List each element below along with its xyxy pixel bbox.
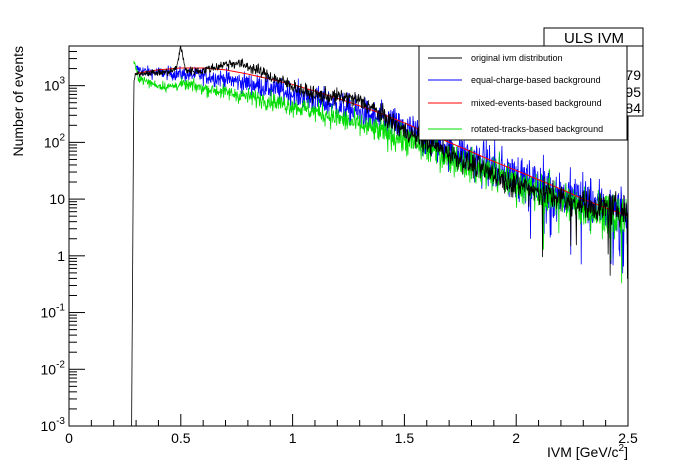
x-tick-label: 1	[289, 430, 297, 446]
legend: original ivm distribution equal-charge-ba…	[418, 45, 628, 141]
legend-label-2: mixed-events-based background	[471, 98, 602, 108]
y-tick-label: 1	[57, 248, 65, 264]
y-tick-label: 10-1	[41, 303, 66, 321]
axis-layer: 0 0.5 1 1.5 2 2.5 10-3 10-2 10-1 1 10 102 103	[41, 45, 638, 446]
x-tick-label: 2	[512, 430, 520, 446]
legend-label-1: equal-charge-based background	[471, 75, 601, 85]
x-tick-label: 1.5	[395, 430, 415, 446]
y-tick-label: 10-2	[41, 359, 66, 377]
y-tick-label: 10-3	[41, 416, 66, 434]
plot-frame	[68, 45, 629, 427]
x-axis-title: IVM [GeV/c2]	[547, 443, 628, 460]
y-axis-title: Number of events	[10, 46, 26, 157]
y-tick-label: 103	[44, 76, 66, 94]
y-tick-label: 102	[44, 132, 66, 150]
x-axis-title-superscript: 2	[619, 443, 625, 454]
series-line-3	[133, 61, 629, 284]
y-tick-label: 10	[49, 191, 65, 207]
x-axis-title-suffix: ]	[624, 444, 628, 460]
series-layer	[131, 45, 629, 427]
x-tick-label: 0	[65, 430, 73, 446]
x-axis-title-main: IVM [GeV/c	[547, 444, 619, 460]
legend-frame	[418, 45, 628, 141]
legend-label-3: rotated-tracks-based background	[471, 124, 603, 134]
stats-title: ULS IVM	[564, 30, 624, 47]
x-tick-label: 0.5	[171, 430, 191, 446]
x-tick-label: 2.5	[618, 430, 638, 446]
legend-label-0: original ivm distribution	[471, 53, 563, 63]
series-line-0	[131, 45, 629, 427]
